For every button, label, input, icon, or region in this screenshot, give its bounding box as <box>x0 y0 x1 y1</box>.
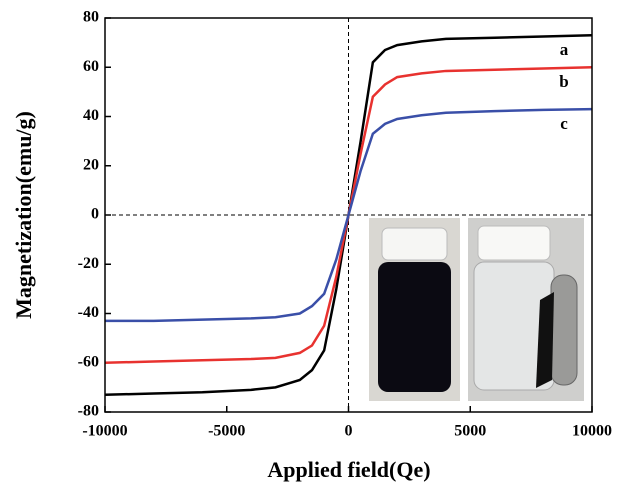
series-line <box>105 107 593 323</box>
x-tick-label: 0 <box>345 423 353 440</box>
vial-cap <box>477 225 551 261</box>
inset-photos <box>369 218 584 401</box>
y-tick-label: -40 <box>78 304 99 321</box>
x-tick-label: 10000 <box>572 423 612 440</box>
y-tick-label: 40 <box>83 107 99 124</box>
y-tick-label: 80 <box>83 9 99 26</box>
x-tick-label: -5000 <box>208 423 245 440</box>
collected-particles <box>536 292 554 388</box>
x-axis-title: Applied field(Qe) <box>267 457 430 482</box>
series-label: b <box>559 72 568 91</box>
y-tick-label: 20 <box>83 156 99 173</box>
vial-cap <box>381 227 448 261</box>
series-label: c <box>560 114 568 133</box>
magnet <box>550 274 578 386</box>
y-tick-label: -80 <box>78 403 99 420</box>
series-label: a <box>560 40 569 59</box>
vial-dark <box>378 262 451 392</box>
x-tick-label: -10000 <box>82 423 127 440</box>
y-tick-label: 60 <box>83 58 99 75</box>
y-tick-label: 0 <box>91 206 99 223</box>
y-tick-label: -60 <box>78 353 99 370</box>
y-tick-label: -20 <box>78 255 99 272</box>
plot-frame <box>104 17 593 413</box>
y-axis-title: Magnetization(emu/g) <box>11 111 36 319</box>
x-tick-label: 5000 <box>454 423 486 440</box>
